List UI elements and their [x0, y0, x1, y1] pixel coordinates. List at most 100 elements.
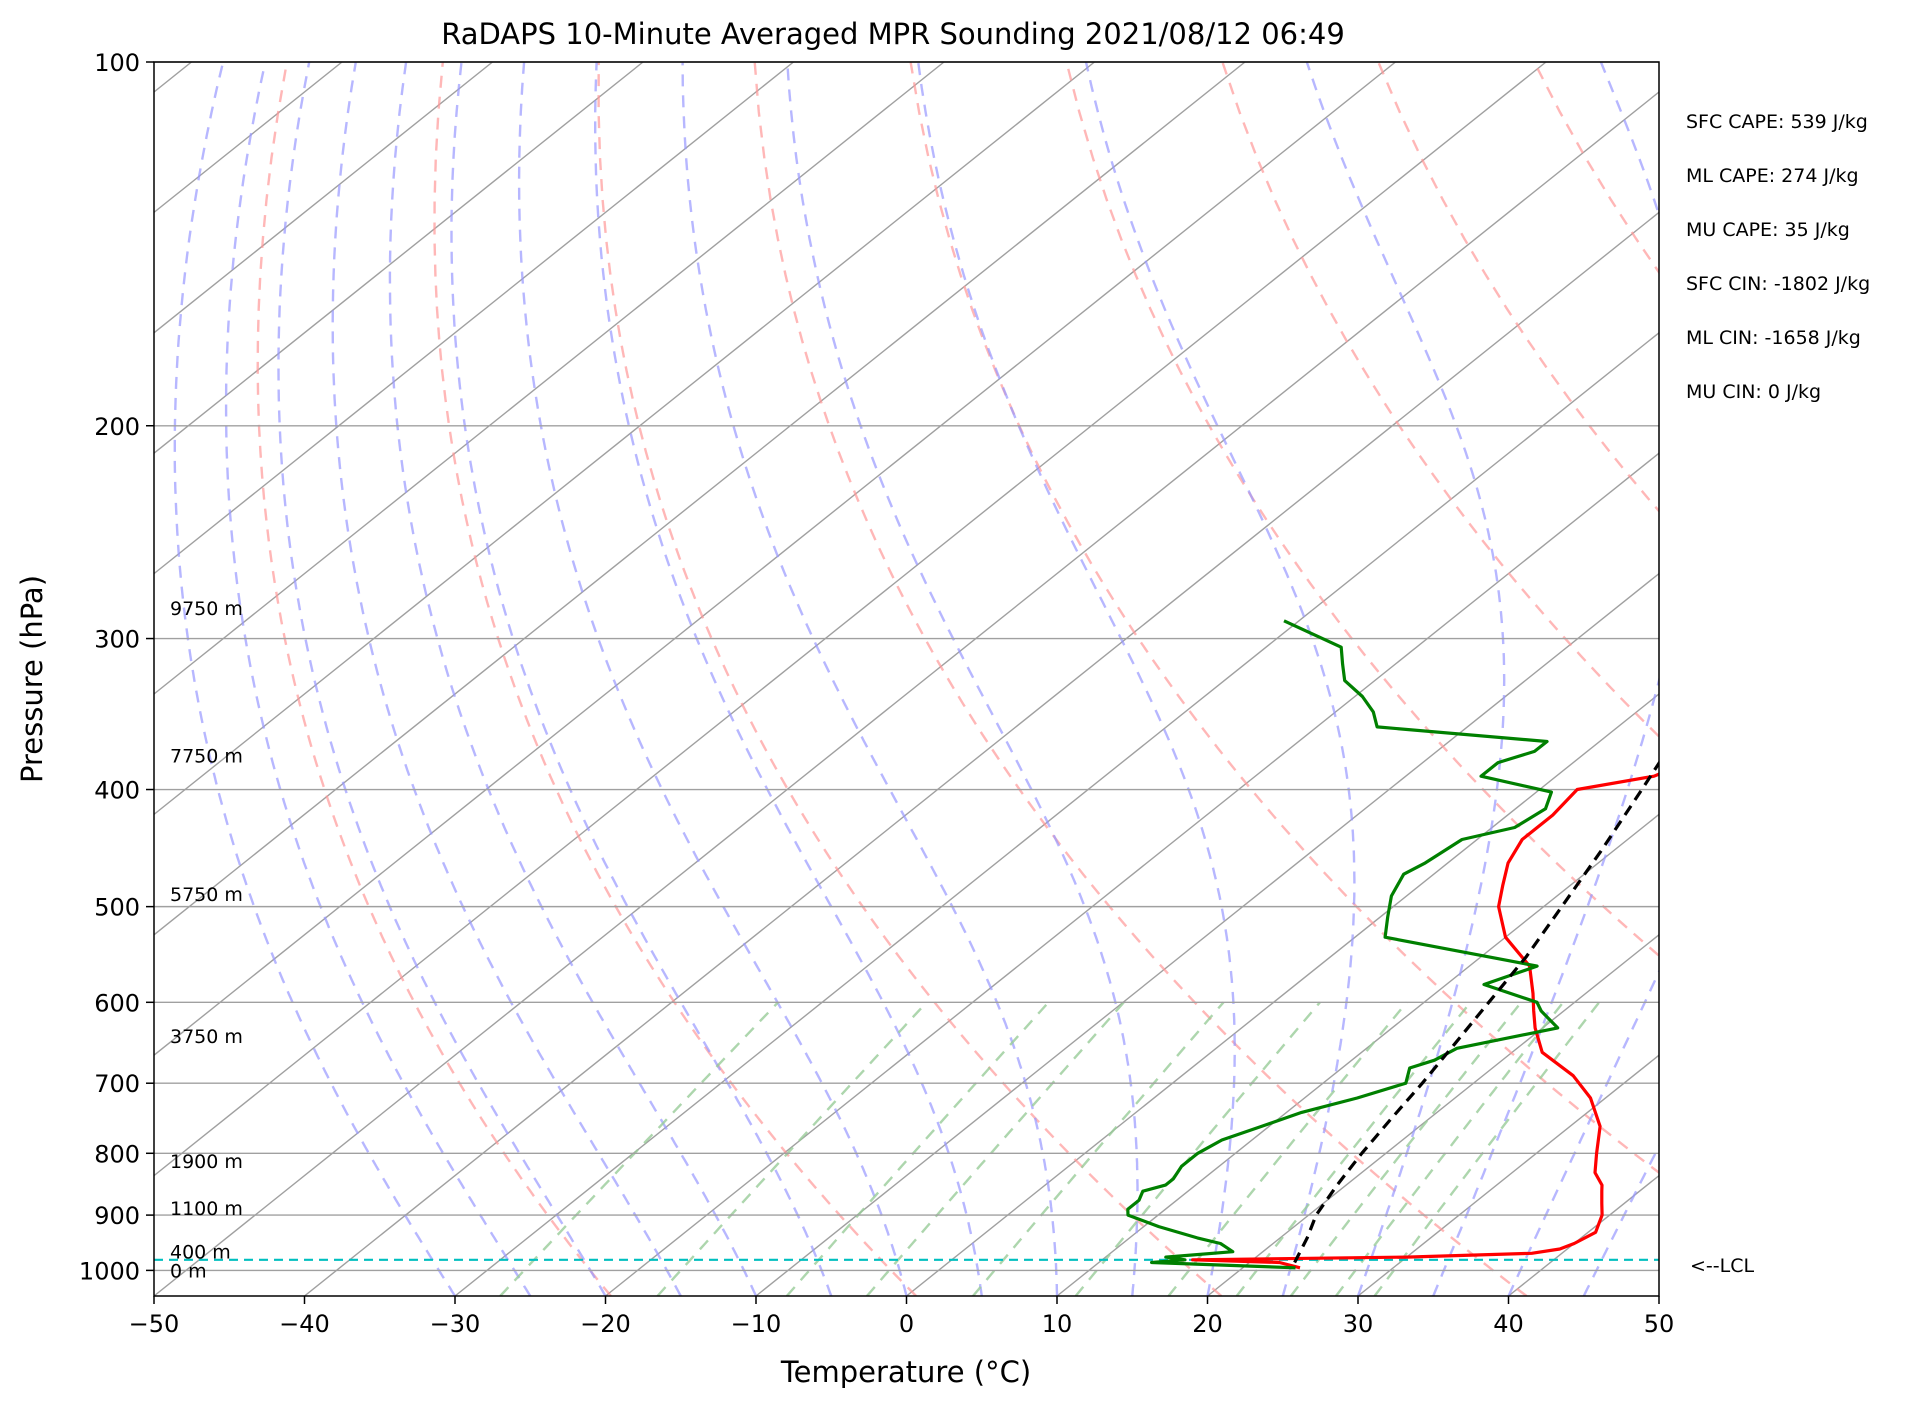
isotherm-line	[755, 572, 1659, 1296]
x-tick-label: −30	[430, 1310, 481, 1338]
moist-adiabat-line	[173, 62, 457, 1296]
moist-adiabat-line	[786, 62, 1139, 1296]
moist-adiabat-line	[1507, 968, 1659, 1296]
x-tick-label: −40	[279, 1310, 330, 1338]
moist-adiabat-line	[1432, 62, 1659, 1296]
y-tick-label: 200	[94, 413, 140, 441]
isotherm-line	[1508, 1174, 1659, 1296]
height-label: 400 m	[170, 1242, 231, 1264]
moist-adiabat-line	[331, 62, 682, 1296]
y-tick-label: 400	[94, 777, 140, 805]
moist-adiabat-line	[224, 62, 532, 1296]
y-axis-label: Pressure (hPa)	[15, 575, 49, 783]
isotherm-line	[1357, 1054, 1659, 1296]
stats-panel: SFC CAPE: 539 J/kg ML CAPE: 274 J/kg MU CA…	[1686, 111, 1870, 403]
stat-label: SFC CAPE: 539 J/kg	[1686, 111, 1868, 133]
stat-label: SFC CIN: -1802 J/kg	[1686, 273, 1870, 295]
mixing-ratio-line	[1167, 1001, 1408, 1296]
dry-adiabat-line	[433, 62, 917, 1296]
stat-label: MU CIN: 0 J/kg	[1686, 381, 1821, 403]
x-tick-label: 20	[1192, 1310, 1223, 1338]
isotherm-line	[154, 62, 945, 695]
isotherm-line	[906, 693, 1659, 1296]
mixing-ratio-line	[656, 1001, 928, 1296]
isotherm-line	[154, 62, 1547, 1177]
isotherm-line	[154, 62, 1246, 936]
background-lines	[154, 62, 1913, 1296]
moist-adiabat-line	[681, 62, 1059, 1296]
isotherm-line	[304, 211, 1659, 1296]
height-label: 1100 m	[170, 1198, 243, 1220]
isotherm-line	[154, 62, 493, 334]
lcl-label: <--LCL	[1690, 1255, 1754, 1277]
height-label: 5750 m	[170, 884, 243, 906]
mixing-ratio-line	[1074, 1001, 1321, 1296]
x-tick-label: 40	[1493, 1310, 1524, 1338]
isotherm-line	[154, 62, 1095, 816]
height-label: 1900 m	[170, 1151, 243, 1173]
moist-adiabat-line	[450, 62, 833, 1296]
moist-adiabat-line	[1305, 62, 1506, 1296]
x-tick-label: 50	[1644, 1310, 1675, 1338]
y-tick-label: 800	[94, 1140, 140, 1168]
isotherm-line	[1658, 1295, 1659, 1296]
x-axis: −50 −40 −30 −20 −10 0 10 20 30 40 50	[129, 1296, 1675, 1338]
profile-lines	[154, 619, 1659, 1270]
x-tick-label: 0	[899, 1310, 914, 1338]
isotherm-line	[154, 62, 1396, 1057]
stat-label: MU CAPE: 35 J/kg	[1686, 219, 1850, 241]
y-tick-label: 500	[94, 894, 140, 922]
dry-adiabat-line	[1533, 62, 1659, 275]
isotherm-line	[154, 62, 343, 214]
y-tick-label: 600	[94, 989, 140, 1017]
y-tick-label: 700	[94, 1070, 140, 1098]
pressure-grid	[154, 61, 1659, 1272]
dry-adiabat-line	[597, 62, 1223, 1296]
moist-adiabat-line	[1582, 1143, 1659, 1296]
dry-adiabat-line	[256, 62, 612, 1296]
x-tick-label: −20	[580, 1310, 631, 1338]
mixing-ratio-line	[785, 1001, 1050, 1296]
moist-adiabat-line	[594, 62, 983, 1296]
x-axis-label: Temperature (°C)	[780, 1355, 1031, 1389]
stat-label: ML CIN: -1658 J/kg	[1686, 327, 1861, 349]
temperature-line	[1191, 772, 1659, 1270]
dewpoint-line	[1126, 619, 1560, 1270]
height-label: 3750 m	[170, 1026, 243, 1048]
y-axis: 100 200 300 400 500 600 700 800 900 1000	[79, 49, 154, 1285]
x-tick-label: −10	[731, 1310, 782, 1338]
x-tick-label: −50	[129, 1310, 180, 1338]
stat-label: ML CAPE: 274 J/kg	[1686, 165, 1859, 187]
x-tick-label: 10	[1042, 1310, 1073, 1338]
height-label: 7750 m	[170, 746, 243, 768]
moist-adiabat-line	[388, 62, 758, 1296]
y-tick-label: 900	[94, 1202, 140, 1230]
isotherm-line	[154, 91, 1659, 1296]
x-tick-label: 30	[1343, 1310, 1374, 1338]
moist-adiabat-line	[917, 62, 1236, 1296]
isotherm-line	[154, 62, 794, 575]
y-tick-label: 100	[94, 49, 140, 77]
chart-title: RaDAPS 10-Minute Averaged MPR Sounding 2…	[441, 17, 1345, 51]
mixing-ratio-line	[865, 1001, 1125, 1296]
dry-adiabat-line	[909, 62, 1659, 1175]
height-label: 0 m	[170, 1260, 207, 1282]
dry-adiabat-line	[1377, 62, 1659, 513]
mixing-ratio-line	[972, 1001, 1225, 1296]
y-tick-label: 1000	[79, 1257, 140, 1285]
dry-adiabat-line	[1221, 62, 1659, 739]
moist-adiabat-line	[1084, 62, 1356, 1296]
isotherm-line	[1207, 933, 1659, 1296]
moist-adiabat-line	[277, 62, 607, 1296]
dry-adiabat-line	[1690, 62, 1913, 1296]
isotherm-line	[605, 452, 1659, 1296]
moist-adiabat-line	[517, 62, 908, 1296]
mixing-ratio-line	[499, 1001, 779, 1296]
plot-frame	[153, 61, 1660, 1297]
height-label: 9750 m	[170, 598, 243, 620]
isotherm-line	[154, 62, 644, 455]
dry-adiabat-line	[1846, 62, 1913, 1296]
isotherm-line	[454, 331, 1659, 1296]
